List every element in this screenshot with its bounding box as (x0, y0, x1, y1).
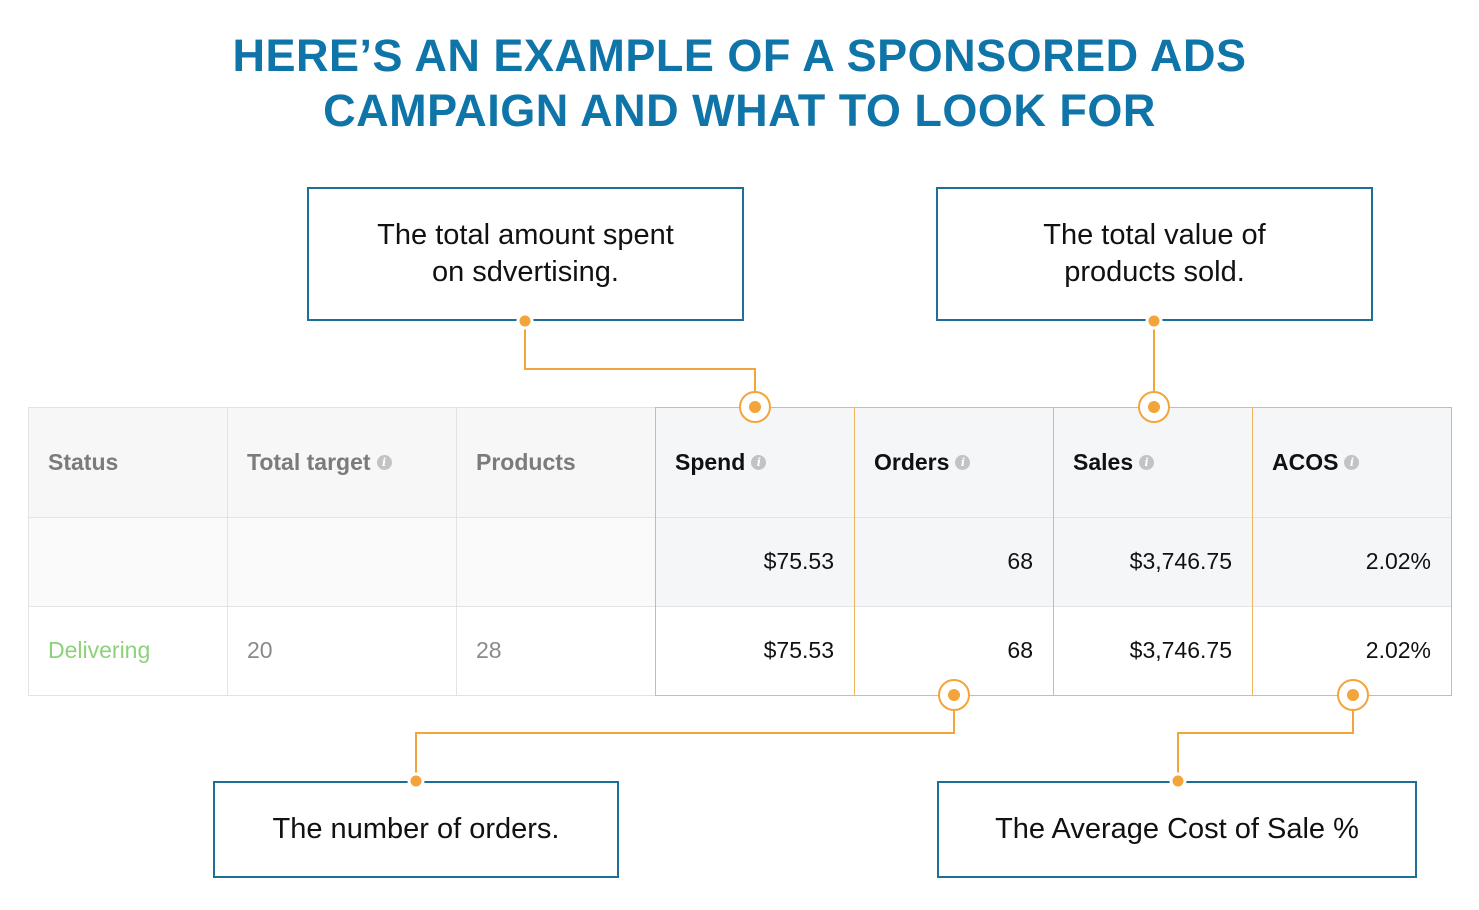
info-icon[interactable]: i (1344, 454, 1360, 470)
header-products[interactable]: Products (456, 407, 655, 517)
highlight-border (655, 407, 656, 696)
grid-line (28, 517, 1451, 518)
ring-marker-orders-core (948, 689, 960, 701)
connector-acos (1177, 711, 1354, 781)
row-total-target: 20 (227, 606, 456, 695)
totals-target-cell (227, 517, 456, 606)
header-total-target[interactable]: Total target i (227, 407, 456, 517)
callout-sales: The total value of products sold. (936, 187, 1373, 321)
row-products: 28 (456, 606, 655, 695)
row-sales: $3,746.75 (1053, 606, 1252, 695)
info-icon[interactable]: i (955, 454, 971, 470)
status-badge: Delivering (48, 637, 151, 663)
title-line-2: CAMPAIGN AND WHAT TO LOOK FOR (323, 85, 1156, 136)
header-total-target-label: Total target (247, 448, 371, 475)
totals-orders-value: 68 (1007, 548, 1033, 574)
totals-acos-value: 2.02% (1365, 548, 1431, 574)
page-title: HERE’S AN EXAMPLE OF A SPONSORED ADS CAM… (0, 28, 1479, 138)
grid-line (28, 606, 1451, 607)
header-spend-label: Spend (675, 448, 746, 475)
totals-products-cell (456, 517, 655, 606)
title-line-1: HERE’S AN EXAMPLE OF A SPONSORED ADS (232, 30, 1247, 81)
callout-spend-line-2: on sdvertising. (431, 256, 619, 288)
highlight-border (854, 407, 855, 696)
callout-sales-line-1: The total value of (1043, 219, 1266, 251)
highlight-border (1451, 407, 1452, 696)
totals-spend-value: $75.53 (763, 548, 834, 574)
row-sales-value: $3,746.75 (1129, 637, 1232, 663)
header-sales-label: Sales (1073, 448, 1134, 475)
row-status: Delivering (28, 606, 227, 695)
grid-line (456, 407, 457, 695)
header-products-label: Products (476, 448, 576, 475)
totals-sales: $3,746.75 (1053, 517, 1252, 606)
connector-orders (415, 711, 955, 781)
row-products-value: 28 (476, 637, 502, 663)
header-status-label: Status (48, 448, 119, 475)
highlight-border (1252, 407, 1253, 696)
info-icon[interactable]: i (751, 454, 767, 470)
info-icon[interactable]: i (376, 454, 392, 470)
header-orders-label: Orders (874, 448, 950, 475)
row-spend: $75.53 (655, 606, 854, 695)
grid-line (28, 407, 29, 695)
dot-marker (1145, 312, 1163, 330)
totals-orders: 68 (854, 517, 1053, 606)
header-status[interactable]: Status (28, 407, 227, 517)
callout-spend: The total amount spent on sdvertising. (307, 187, 744, 321)
row-orders-value: 68 (1007, 637, 1033, 663)
totals-acos: 2.02% (1252, 517, 1451, 606)
grid-line (28, 695, 655, 696)
header-acos-label: ACOS (1272, 448, 1339, 475)
row-total-target-value: 20 (247, 637, 273, 663)
highlight-border (1053, 407, 1054, 696)
callout-orders: The number of orders. (213, 781, 619, 878)
info-icon[interactable]: i (1139, 454, 1155, 470)
callout-acos-line-1: The Average Cost of Sale % (995, 813, 1359, 845)
totals-status-cell (28, 517, 227, 606)
ring-marker-acos-core (1347, 689, 1359, 701)
header-orders[interactable]: Orders i (854, 407, 1053, 517)
header-spend[interactable]: Spend i (655, 407, 854, 517)
header-sales[interactable]: Sales i (1053, 407, 1252, 517)
totals-sales-value: $3,746.75 (1129, 548, 1232, 574)
connector-spend (524, 321, 756, 392)
dot-marker (407, 772, 425, 790)
row-spend-value: $75.53 (763, 637, 834, 663)
grid-line (227, 407, 228, 695)
callout-acos: The Average Cost of Sale % (937, 781, 1417, 878)
callout-orders-line-1: The number of orders. (272, 813, 560, 845)
row-acos-value: 2.02% (1365, 637, 1431, 663)
dot-marker (516, 312, 534, 330)
dot-marker (1169, 772, 1187, 790)
callout-sales-line-2: products sold. (1064, 256, 1245, 288)
callout-spend-line-1: The total amount spent (377, 219, 674, 251)
ring-marker-spend-core (749, 401, 761, 413)
ring-marker-sales-core (1148, 401, 1160, 413)
header-acos[interactable]: ACOS i (1252, 407, 1451, 517)
grid-line (28, 407, 655, 408)
totals-spend: $75.53 (655, 517, 854, 606)
